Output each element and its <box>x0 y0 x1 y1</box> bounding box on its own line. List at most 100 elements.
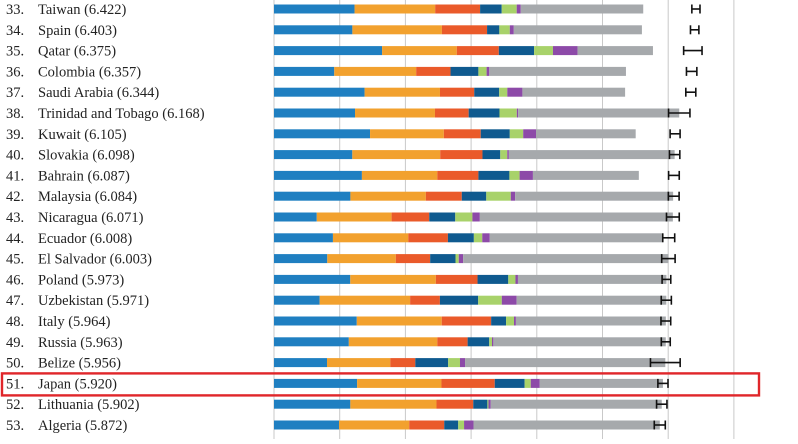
bar-segment-orange <box>361 170 438 180</box>
rank-label: 42. <box>6 189 24 205</box>
bar-segment-dark-blue <box>498 46 535 56</box>
country-label: Spain (6.403) <box>38 23 117 39</box>
rank-label: 43. <box>6 210 24 226</box>
bar-row <box>274 274 667 284</box>
bar-segment-gray <box>490 399 662 409</box>
rank-label: 38. <box>6 106 24 122</box>
bar-segment-purple <box>530 378 540 388</box>
error-bar <box>665 212 681 222</box>
bar-segment-orange <box>382 46 457 56</box>
error-bar <box>660 295 673 305</box>
bar-row <box>274 170 639 180</box>
error-bar <box>661 233 676 243</box>
bar-row <box>274 337 666 347</box>
bar-segment-purple <box>516 108 519 118</box>
bar-segment-red <box>425 191 462 201</box>
bar-segment-green <box>506 316 515 326</box>
bar-segment-gray <box>508 150 675 160</box>
rank-label: 33. <box>6 2 24 18</box>
error-bar <box>660 316 672 326</box>
bar-segment-green <box>524 378 531 388</box>
bar-segment-blue <box>274 129 371 139</box>
bar-segment-purple <box>507 150 509 160</box>
bar-segment-green <box>486 191 511 201</box>
bar-segment-dark-blue <box>477 274 509 284</box>
bar-segment-orange <box>339 420 410 430</box>
bar-segment-purple <box>472 212 480 222</box>
bar-segment-blue <box>274 420 340 430</box>
bar-segment-purple <box>464 420 474 430</box>
bar-segment-purple <box>501 295 517 305</box>
bar-segment-purple <box>458 254 464 264</box>
bar-segment-gray <box>493 337 666 347</box>
country-label: El Salvador (6.003) <box>38 252 152 268</box>
bar-segment-blue <box>274 191 351 201</box>
bar-segment-gray <box>489 233 663 243</box>
bar-segment-red <box>437 170 479 180</box>
bar-segment-orange <box>370 129 444 139</box>
bar-segment-blue <box>274 295 320 305</box>
bar-segment-dark-blue <box>439 295 479 305</box>
bar-segment-gray <box>489 66 626 76</box>
bar-segment-red <box>434 108 469 118</box>
bar-segment-green <box>458 420 465 430</box>
bar-segment-gray <box>577 46 653 56</box>
bar-row <box>274 87 626 97</box>
bar-segment-green <box>455 212 473 222</box>
bar-row <box>274 316 666 326</box>
country-label: Russia (5.963) <box>38 335 123 351</box>
bar-segment-green <box>500 150 508 160</box>
bar-row <box>274 46 653 56</box>
error-bar <box>660 254 676 264</box>
bar-segment-red <box>408 233 448 243</box>
bar-segment-orange <box>319 295 411 305</box>
bar-segment-dark-blue <box>429 212 456 222</box>
bar-segment-orange <box>350 274 436 284</box>
bar-segment-gray <box>515 191 674 201</box>
bar-segment-orange <box>352 150 441 160</box>
country-label: Uzbekistan (5.971) <box>38 293 149 309</box>
country-label: Trinidad and Tobago (6.168) <box>38 106 205 122</box>
country-label: Nicaragua (6.071) <box>38 210 144 226</box>
bar-row <box>274 150 675 160</box>
bar-segment-blue <box>274 150 353 160</box>
country-label: Ecuador (6.008) <box>38 231 132 247</box>
bar-segment-gray <box>516 295 667 305</box>
error-bar <box>667 191 680 201</box>
highlight-box <box>0 372 761 397</box>
bars <box>274 4 680 430</box>
bar-segment-gray <box>539 378 663 388</box>
bar-segment-red <box>395 254 431 264</box>
rank-label: 53. <box>6 418 24 434</box>
bar-segment-dark-blue <box>494 378 525 388</box>
bar-segment-dark-blue <box>482 150 501 160</box>
bar-segment-gray <box>465 358 666 368</box>
error-bar <box>667 170 681 180</box>
bar-segment-gray <box>513 25 642 35</box>
bar-segment-gray <box>532 170 639 180</box>
bar-segment-green <box>478 295 502 305</box>
error-bar <box>657 378 669 388</box>
bar-segment-blue <box>274 212 317 222</box>
bar-segment-blue <box>274 170 362 180</box>
bar-segment-green <box>487 399 489 409</box>
rank-label: 51. <box>6 376 24 392</box>
bar-row <box>274 4 644 14</box>
bar-row <box>274 254 669 264</box>
bar-segment-dark-blue <box>444 420 459 430</box>
country-label: Poland (5.973) <box>38 272 124 288</box>
bar-segment-green <box>534 46 553 56</box>
bar-segment-blue <box>274 46 383 56</box>
error-bars <box>649 4 703 430</box>
error-bar <box>685 66 698 76</box>
bar-segment-red <box>441 316 492 326</box>
bar-segment-purple <box>488 399 491 409</box>
bar-segment-purple <box>552 46 578 56</box>
rank-label: 47. <box>6 293 24 309</box>
country-label: Bahrain (6.087) <box>38 168 130 184</box>
bar-segment-dark-blue <box>447 233 474 243</box>
bar-segment-red <box>410 295 440 305</box>
bar-row <box>274 66 626 76</box>
rank-label: 37. <box>6 85 24 101</box>
